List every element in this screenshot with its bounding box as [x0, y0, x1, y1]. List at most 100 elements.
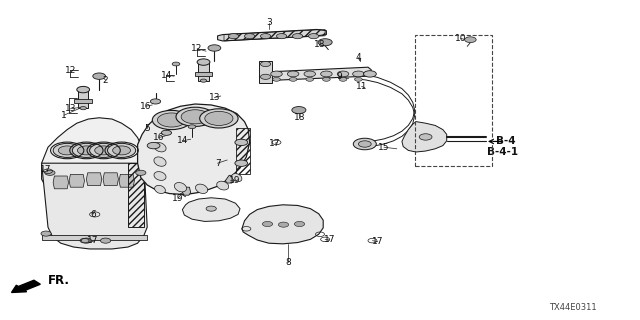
Polygon shape	[262, 67, 371, 81]
Text: 3: 3	[266, 18, 271, 27]
Text: 16: 16	[140, 102, 152, 111]
Circle shape	[150, 99, 161, 104]
Circle shape	[465, 37, 476, 43]
Ellipse shape	[259, 218, 276, 230]
Circle shape	[108, 143, 136, 157]
Bar	[415, 35, 492, 166]
Circle shape	[308, 34, 319, 39]
Circle shape	[292, 107, 306, 114]
Polygon shape	[53, 176, 68, 189]
Circle shape	[271, 71, 282, 77]
Circle shape	[197, 59, 210, 65]
Polygon shape	[402, 122, 447, 152]
Text: 13: 13	[209, 93, 220, 102]
Circle shape	[292, 34, 303, 39]
Polygon shape	[42, 118, 144, 202]
Ellipse shape	[217, 181, 228, 190]
Circle shape	[80, 107, 86, 110]
Polygon shape	[119, 174, 134, 187]
Text: TX44E0311: TX44E0311	[549, 303, 596, 312]
Text: 16: 16	[153, 133, 164, 142]
Circle shape	[273, 77, 280, 81]
Circle shape	[318, 39, 332, 46]
Circle shape	[205, 111, 233, 125]
Circle shape	[228, 34, 239, 39]
Text: 8: 8	[285, 258, 291, 267]
Circle shape	[235, 160, 248, 166]
Text: 14: 14	[177, 136, 188, 145]
Text: 15: 15	[378, 143, 390, 152]
Polygon shape	[218, 29, 326, 41]
Circle shape	[136, 170, 146, 175]
Circle shape	[321, 71, 332, 77]
Circle shape	[353, 138, 376, 150]
Circle shape	[58, 146, 76, 155]
Polygon shape	[103, 173, 118, 186]
Polygon shape	[242, 205, 323, 244]
Circle shape	[358, 141, 371, 147]
Circle shape	[77, 86, 90, 93]
Circle shape	[260, 61, 271, 67]
Polygon shape	[198, 62, 209, 81]
Circle shape	[287, 71, 299, 77]
Circle shape	[339, 77, 347, 81]
Text: FR.: FR.	[48, 274, 70, 286]
Circle shape	[161, 130, 172, 135]
Text: 18: 18	[314, 40, 326, 49]
Circle shape	[355, 77, 362, 81]
Circle shape	[81, 238, 92, 243]
Ellipse shape	[232, 173, 242, 182]
Text: 14: 14	[161, 71, 172, 80]
Circle shape	[77, 146, 95, 155]
Circle shape	[304, 71, 316, 77]
Circle shape	[152, 110, 191, 130]
Circle shape	[93, 73, 106, 79]
Text: 5: 5	[145, 124, 150, 132]
Circle shape	[419, 134, 432, 140]
Circle shape	[206, 206, 216, 211]
Circle shape	[113, 146, 131, 155]
FancyArrow shape	[12, 280, 40, 292]
Text: 17: 17	[324, 236, 335, 244]
Circle shape	[181, 110, 209, 124]
Text: 10: 10	[455, 34, 467, 43]
Circle shape	[100, 238, 111, 243]
Polygon shape	[74, 99, 92, 103]
Polygon shape	[225, 175, 234, 183]
Circle shape	[289, 77, 297, 81]
Circle shape	[95, 146, 113, 155]
Ellipse shape	[155, 185, 165, 194]
Circle shape	[208, 45, 221, 51]
Polygon shape	[138, 104, 250, 195]
Polygon shape	[182, 198, 240, 221]
Text: 12: 12	[65, 66, 76, 75]
Circle shape	[235, 139, 248, 146]
Circle shape	[90, 143, 118, 157]
Text: 17: 17	[40, 165, 52, 174]
Circle shape	[306, 77, 314, 81]
Circle shape	[72, 143, 100, 157]
Ellipse shape	[195, 184, 208, 194]
Text: 19: 19	[172, 194, 184, 203]
Circle shape	[323, 77, 330, 81]
Polygon shape	[42, 163, 147, 249]
Polygon shape	[86, 173, 102, 186]
Circle shape	[176, 107, 214, 126]
Text: 17: 17	[87, 236, 99, 245]
Circle shape	[172, 62, 180, 66]
Circle shape	[45, 170, 55, 175]
Text: 2: 2	[103, 76, 108, 84]
Text: 1: 1	[61, 111, 67, 120]
Text: 7: 7	[215, 159, 220, 168]
Text: 12: 12	[191, 44, 203, 53]
Polygon shape	[78, 90, 88, 108]
Circle shape	[147, 142, 160, 149]
Circle shape	[53, 143, 81, 157]
Circle shape	[200, 109, 238, 128]
Text: 17: 17	[372, 237, 383, 246]
Circle shape	[294, 221, 305, 227]
Circle shape	[200, 79, 207, 82]
Text: B-4-1: B-4-1	[487, 147, 518, 157]
Text: 11: 11	[356, 82, 367, 91]
Text: 9: 9	[337, 72, 342, 81]
